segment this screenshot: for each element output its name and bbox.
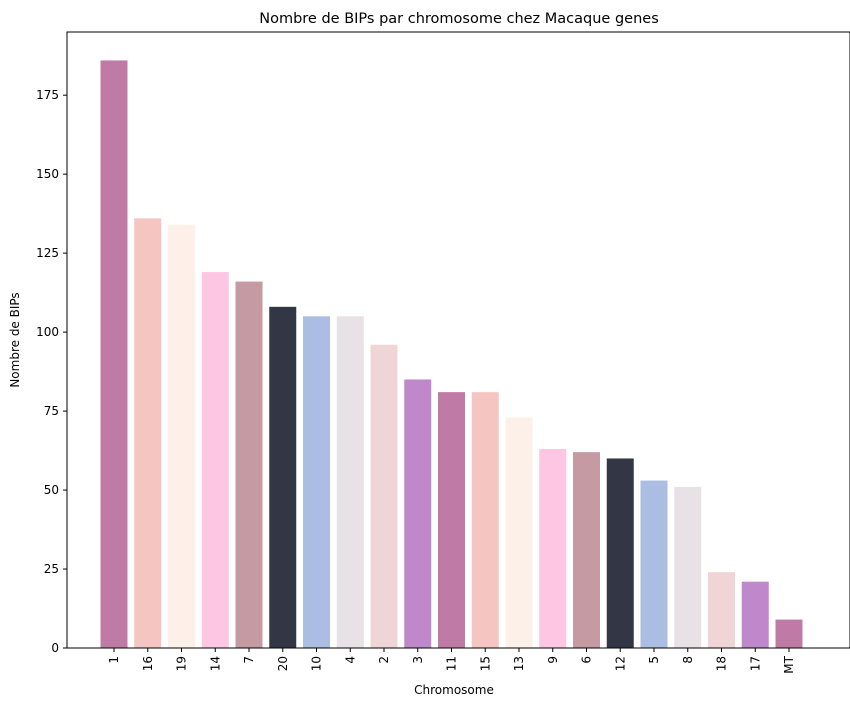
bar-chromosome-12 (606, 458, 634, 648)
x-axis: 1 16 19 14 7 20 10 4 2 3 11 15 13 9 6 12 5 8 18 17 MT (107, 648, 796, 674)
x-tick-label: 12 (613, 656, 627, 671)
x-tick-label: 10 (310, 656, 324, 671)
x-tick-label: 1 (107, 656, 121, 664)
x-tick-label: 13 (512, 656, 526, 671)
y-tick-label: 25 (44, 562, 59, 576)
bar-chromosome-1 (100, 60, 128, 648)
bar-chromosome-4 (336, 316, 364, 648)
bar-chromosome-5 (640, 480, 668, 648)
bar-chromosome-3 (404, 379, 432, 648)
y-tick-label: 150 (36, 167, 59, 181)
x-tick-label: 16 (141, 656, 155, 671)
x-tick-label: 5 (647, 656, 661, 664)
bar-chromosome-18 (708, 572, 735, 648)
bar-chromosome-20 (269, 306, 297, 648)
bar-chromosome-16 (134, 218, 162, 648)
x-tick-label: 6 (580, 656, 594, 664)
bar-chromosome-13 (505, 417, 533, 648)
x-tick-label: 18 (715, 656, 729, 671)
x-axis-title: Chromosome (414, 683, 494, 697)
bar-chromosome-9 (539, 448, 567, 648)
bar-chromosome-10 (303, 316, 330, 648)
x-tick-label: 14 (208, 656, 222, 671)
x-tick-label: MT (782, 655, 796, 673)
x-tick-label: 2 (377, 656, 391, 664)
x-tick-label: 3 (411, 656, 425, 664)
y-tick-label: 75 (44, 404, 59, 418)
y-axis-title: Nombre de BIPs (8, 292, 22, 387)
x-tick-label: 17 (748, 656, 762, 671)
x-tick-label: 20 (276, 656, 290, 671)
x-tick-label: 11 (445, 656, 459, 671)
bar-chromosome-2 (370, 344, 398, 648)
x-tick-label: 8 (681, 656, 695, 664)
y-axis: 0 25 50 75 100 125 150 175 (36, 88, 67, 655)
bar-chromosome-6 (573, 452, 600, 648)
bar-chromosome-MT (775, 619, 803, 648)
chart-title: Nombre de BIPs par chromosome chez Macaq… (259, 11, 659, 27)
bars-group (100, 60, 803, 648)
bar-chromosome-11 (438, 392, 465, 648)
bar-chromosome-15 (471, 392, 499, 648)
bar-chromosome-19 (168, 224, 195, 648)
x-tick-label: 15 (478, 656, 492, 671)
bar-chromosome-8 (674, 486, 702, 648)
y-tick-label: 100 (36, 325, 59, 339)
bar-chromosome-7 (235, 281, 263, 648)
y-tick-label: 175 (36, 88, 59, 102)
x-tick-label: 7 (242, 656, 256, 664)
plot-frame (66, 31, 850, 649)
x-tick-label: 9 (546, 656, 560, 664)
y-tick-label: 50 (44, 483, 59, 497)
y-tick-label: 125 (36, 246, 59, 260)
bar-chromosome-17 (741, 581, 769, 648)
x-tick-label: 19 (175, 656, 189, 671)
y-tick-label: 0 (51, 641, 59, 655)
bar-chromosome-14 (201, 272, 229, 648)
x-tick-label: 4 (343, 656, 357, 664)
